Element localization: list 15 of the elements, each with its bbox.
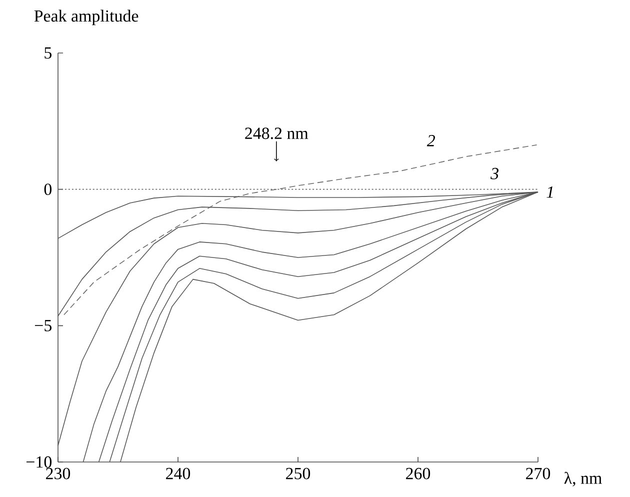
- x-tick-label: 240: [166, 468, 190, 480]
- x-tick-label: 230: [46, 468, 70, 480]
- series-label: 1: [546, 186, 553, 198]
- y-tick-label: −10: [26, 456, 52, 468]
- x-axis-title: λ, nm: [564, 472, 602, 486]
- x-tick-label: 250: [286, 468, 310, 480]
- series-label: 3: [490, 168, 498, 180]
- annotation: 248.2 nm: [245, 128, 308, 140]
- series-label: 2: [426, 135, 435, 146]
- y-tick-label: 0: [44, 184, 52, 196]
- y-axis-title: Peak amplitude: [34, 10, 138, 26]
- x-tick-label: 260: [406, 468, 430, 480]
- y-tick-label: 5: [44, 47, 52, 59]
- y-tick-label: −5: [34, 320, 52, 332]
- x-tick-label: 270: [526, 468, 550, 480]
